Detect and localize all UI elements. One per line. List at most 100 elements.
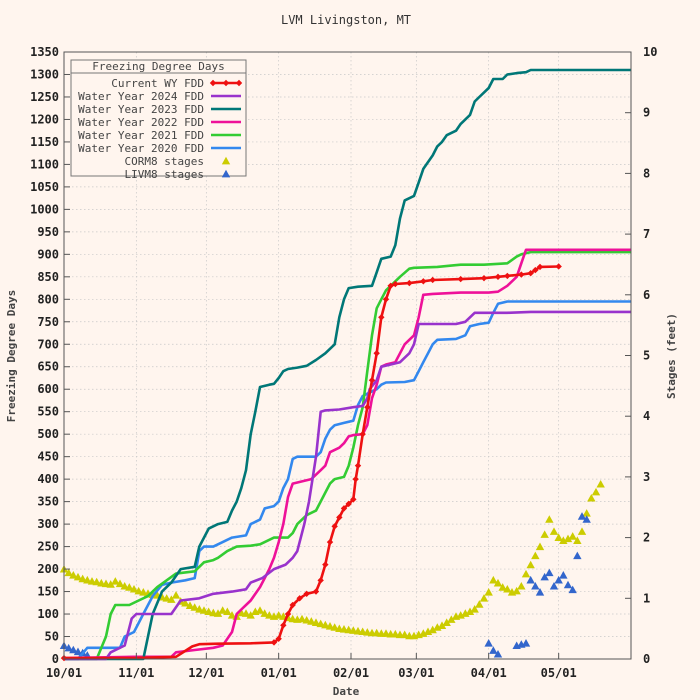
stage-point xyxy=(129,584,139,593)
stage-point xyxy=(442,618,451,626)
series-point xyxy=(494,273,502,281)
x-tick-label: 03/01 xyxy=(398,666,434,680)
series-point xyxy=(303,590,310,598)
stage-point xyxy=(549,581,559,590)
fdd-series-5 xyxy=(64,300,631,661)
stage-point xyxy=(591,487,601,496)
stage-point xyxy=(139,588,148,596)
series-line xyxy=(64,68,631,661)
stage-point xyxy=(582,509,591,517)
y-tick-label: 1300 xyxy=(30,67,59,81)
stage-point xyxy=(447,615,456,623)
stage-point xyxy=(185,601,195,609)
stage-point xyxy=(526,575,535,584)
stage-point xyxy=(218,606,227,614)
stage-point xyxy=(573,536,582,544)
y-tick-label: 550 xyxy=(37,405,59,419)
series-line xyxy=(64,250,631,661)
stage-point xyxy=(554,575,563,584)
y2-tick-label: 5 xyxy=(643,349,650,363)
series-point xyxy=(364,404,371,411)
stage-point xyxy=(125,583,134,591)
stage-point xyxy=(325,622,335,630)
legend-marker xyxy=(235,79,243,87)
stage-point xyxy=(545,568,554,577)
y-tick-label: 1200 xyxy=(30,112,59,126)
stage-point xyxy=(307,617,316,625)
y2-tick-label: 9 xyxy=(643,106,650,120)
stage-point xyxy=(316,619,325,628)
stage-point xyxy=(73,647,83,656)
y-tick-label: 300 xyxy=(37,517,59,531)
series-point xyxy=(345,500,352,508)
y-tick-label: 1250 xyxy=(30,90,59,104)
stage-point xyxy=(517,581,526,590)
stage-point xyxy=(311,618,321,626)
stage-point xyxy=(465,607,475,616)
series-point xyxy=(406,279,413,287)
legend-label: Water Year 2020 FDD xyxy=(78,142,204,155)
series-point xyxy=(326,538,334,546)
stage-point xyxy=(330,623,339,631)
y2-tick-label: 8 xyxy=(643,166,650,180)
stage-point xyxy=(484,588,493,596)
stage-point xyxy=(475,600,484,608)
x-tick-label: 02/01 xyxy=(333,666,369,680)
y2-tick-label: 10 xyxy=(643,45,657,59)
stage-point xyxy=(577,527,587,535)
y-tick-label: 350 xyxy=(37,495,59,509)
x-tick-label: 12/01 xyxy=(188,666,224,680)
legend-label: Current WY FDD xyxy=(111,77,204,90)
stage-point xyxy=(489,575,498,584)
y-tick-label: 900 xyxy=(37,247,59,261)
stage-point xyxy=(73,572,83,581)
series-point xyxy=(555,263,562,270)
legend-label: CORM8 stages xyxy=(125,155,204,168)
scatter-series-1 xyxy=(59,512,591,659)
series-line xyxy=(64,300,631,661)
legend-marker xyxy=(222,79,230,87)
stage-point xyxy=(563,580,573,589)
stage-point xyxy=(111,577,120,585)
series-point xyxy=(280,622,287,629)
fdd-series-2 xyxy=(64,68,631,661)
y-tick-label: 150 xyxy=(37,585,59,599)
stage-point xyxy=(400,630,409,639)
stage-point xyxy=(204,607,213,616)
y-tick-label: 500 xyxy=(37,427,59,441)
grid xyxy=(64,52,631,659)
stage-point xyxy=(64,568,73,577)
stage-point xyxy=(535,542,545,551)
stage-point xyxy=(181,598,190,607)
stage-point xyxy=(106,580,115,588)
scatter-series-0 xyxy=(59,479,605,640)
series-point xyxy=(322,561,329,568)
stage-point xyxy=(521,639,531,647)
legend-swatch xyxy=(221,169,231,178)
stage-point xyxy=(549,527,559,535)
series-point xyxy=(378,314,385,321)
stage-point xyxy=(521,569,531,578)
legend-box xyxy=(70,59,247,177)
stage-point xyxy=(540,530,549,538)
series-point xyxy=(331,523,338,530)
stage-point xyxy=(498,583,507,591)
y-tick-label: 700 xyxy=(37,337,59,351)
stage-point xyxy=(115,579,125,588)
stage-point xyxy=(493,649,503,658)
series-line xyxy=(63,248,631,660)
y-tick-label: 250 xyxy=(37,540,59,554)
stage-point xyxy=(223,607,232,616)
y-tick-label: 1050 xyxy=(30,180,59,194)
fdd-series-1 xyxy=(64,310,631,661)
stage-point xyxy=(260,609,269,617)
stage-point xyxy=(568,532,577,540)
series-point xyxy=(382,296,390,303)
series-point xyxy=(457,275,464,283)
series-layer xyxy=(59,68,631,662)
stage-point xyxy=(540,572,549,581)
stage-point xyxy=(69,571,78,579)
y-axis-label: Freezing Degree Days xyxy=(5,290,18,422)
stage-point xyxy=(162,594,171,602)
